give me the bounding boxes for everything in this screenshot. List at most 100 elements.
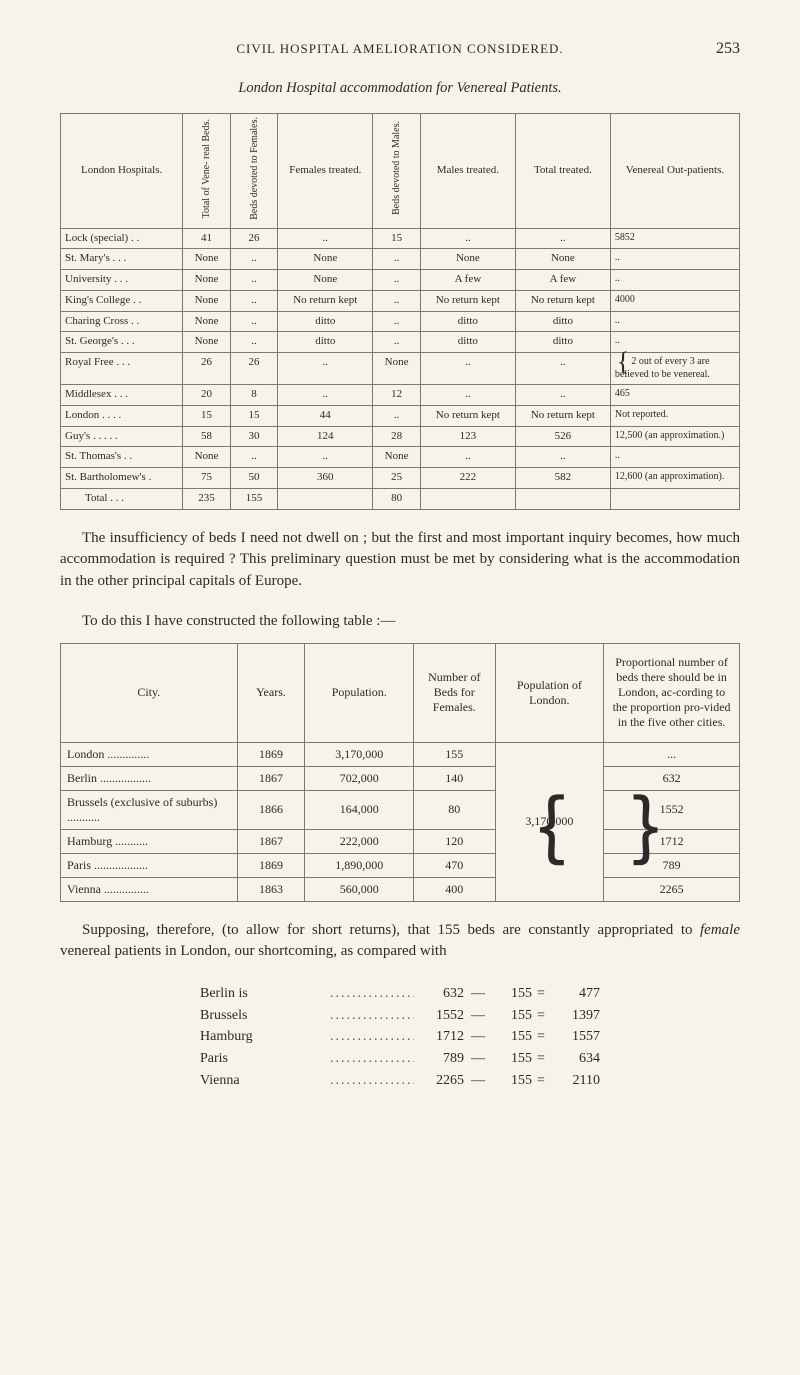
th-population: Population. xyxy=(305,643,414,742)
table-cell: St. George's . . . xyxy=(61,332,183,353)
table-cell: London . . . . xyxy=(61,405,183,426)
t1-total-empty4 xyxy=(610,488,739,509)
th-outpatients: Venereal Out-patients. xyxy=(610,114,739,229)
t2-year: 1869 xyxy=(237,853,305,877)
t2-pop: 702,000 xyxy=(305,766,414,790)
t2-year: 1867 xyxy=(237,766,305,790)
table-cell: No return kept xyxy=(515,405,610,426)
table-cell: Charing Cross . . xyxy=(61,311,183,332)
table-cell: .. xyxy=(373,270,421,291)
t1-total-label: Total . . . xyxy=(61,488,183,509)
table-cell: ditto xyxy=(278,311,373,332)
city-comparison-table: City. Years. Population. Number of Beds … xyxy=(60,643,740,902)
sub-c: 634 xyxy=(550,1048,600,1070)
table-cell: No return kept xyxy=(278,290,373,311)
t2-city: Hamburg ........... xyxy=(61,829,238,853)
table-cell: 20 xyxy=(183,385,231,406)
table-cell: ditto xyxy=(420,332,515,353)
th-proportional: Proportional number of beds there should… xyxy=(604,643,740,742)
table2-header-row: City. Years. Population. Number of Beds … xyxy=(61,643,740,742)
shortcoming-row: Vienna..........................2265—155… xyxy=(200,1070,600,1092)
table-cell: St. Mary's . . . xyxy=(61,249,183,270)
table-cell: 75 xyxy=(183,468,231,489)
table2-row: London .............. 1869 3,170,000 155… xyxy=(61,742,740,766)
table-cell: 44 xyxy=(278,405,373,426)
table-cell: 15 xyxy=(373,228,421,249)
table-cell: ditto xyxy=(420,311,515,332)
t2-beds: 80 xyxy=(414,790,495,829)
table-row: Charing Cross . .None..ditto..dittoditto… xyxy=(61,311,740,332)
t2-city: Berlin ................. xyxy=(61,766,238,790)
table-row: St. Thomas's . .None....None...... xyxy=(61,447,740,468)
table-cell: .. xyxy=(373,405,421,426)
paragraph-2: To do this I have constructed the follow… xyxy=(60,611,740,633)
table-cell: .. xyxy=(230,290,278,311)
table-cell: 5852 xyxy=(610,228,739,249)
th-hospitals: London Hospitals. xyxy=(61,114,183,229)
table-cell: .. xyxy=(420,353,515,385)
t2-city: Brussels (exclusive of suburbs) ........… xyxy=(61,790,238,829)
table-cell: None xyxy=(278,249,373,270)
table-cell: 465 xyxy=(610,385,739,406)
table-cell: 12,600 (an approximation). xyxy=(610,468,739,489)
t1-total-beds: 235 xyxy=(183,488,231,509)
t2-year: 1866 xyxy=(237,790,305,829)
table-cell: 123 xyxy=(420,426,515,447)
table-row: King's College . .None..No return kept..… xyxy=(61,290,740,311)
sub-b: 155 xyxy=(492,1048,532,1070)
t2-beds: 140 xyxy=(414,766,495,790)
table-cell: 28 xyxy=(373,426,421,447)
page-header: CIVIL HOSPITAL AMELIORATION CONSIDERED. … xyxy=(60,40,740,58)
sub-a: 1712 xyxy=(414,1026,464,1048)
table-cell: None xyxy=(183,249,231,270)
table-cell: No return kept xyxy=(420,405,515,426)
table-cell: A few xyxy=(515,270,610,291)
table-cell: ditto xyxy=(278,332,373,353)
table-cell: None xyxy=(183,447,231,468)
sub-minus: — xyxy=(464,1070,492,1092)
table-cell: A few xyxy=(420,270,515,291)
table-cell: .. xyxy=(610,249,739,270)
table-cell: 26 xyxy=(230,353,278,385)
paragraph-3: Supposing, therefore, (to allow for shor… xyxy=(60,920,740,964)
table-cell: .. xyxy=(515,385,610,406)
leader-dots: .......................... xyxy=(330,1048,414,1070)
th-females-treated: Females treated. xyxy=(278,114,373,229)
table-row: St. George's . . .None..ditto..dittoditt… xyxy=(61,332,740,353)
table-cell: Royal Free . . . xyxy=(61,353,183,385)
shortcoming-row: Brussels..........................1552—1… xyxy=(200,1005,600,1027)
table-cell: 25 xyxy=(373,468,421,489)
table-cell: 124 xyxy=(278,426,373,447)
sub-minus: — xyxy=(464,1048,492,1070)
table-cell: No return kept xyxy=(515,290,610,311)
t2-pop: 560,000 xyxy=(305,877,414,901)
shortcoming-row: Berlin is..........................632—1… xyxy=(200,983,600,1005)
leader-dots: .......................... xyxy=(330,983,414,1005)
sub-equals: = xyxy=(532,1048,550,1070)
table-cell: 582 xyxy=(515,468,610,489)
table-cell: 360 xyxy=(278,468,373,489)
table-cell: None xyxy=(183,290,231,311)
table-cell: ditto xyxy=(515,332,610,353)
sub-label: Brussels xyxy=(200,1005,330,1027)
table-cell: 26 xyxy=(183,353,231,385)
table-cell: .. xyxy=(420,447,515,468)
table-cell: 222 xyxy=(420,468,515,489)
table-cell: Not reported. xyxy=(610,405,739,426)
table-cell: .. xyxy=(278,228,373,249)
t2-beds: 470 xyxy=(414,853,495,877)
t2-pop: 222,000 xyxy=(305,829,414,853)
running-head: CIVIL HOSPITAL AMELIORATION CONSIDERED. xyxy=(100,41,700,57)
t1-total-empty3 xyxy=(515,488,610,509)
th-years: Years. xyxy=(237,643,305,742)
table-cell: 12,500 (an approximation.) xyxy=(610,426,739,447)
th-city: City. xyxy=(61,643,238,742)
sub-a: 789 xyxy=(414,1048,464,1070)
sub-a: 2265 xyxy=(414,1070,464,1092)
th-beds-males: Beds devoted to Males. xyxy=(373,114,421,229)
table-cell: .. xyxy=(515,447,610,468)
table-row: University . . .None..None..A fewA few.. xyxy=(61,270,740,291)
table-cell: None xyxy=(183,270,231,291)
table-cell: .. xyxy=(230,270,278,291)
table-cell: .. xyxy=(278,353,373,385)
